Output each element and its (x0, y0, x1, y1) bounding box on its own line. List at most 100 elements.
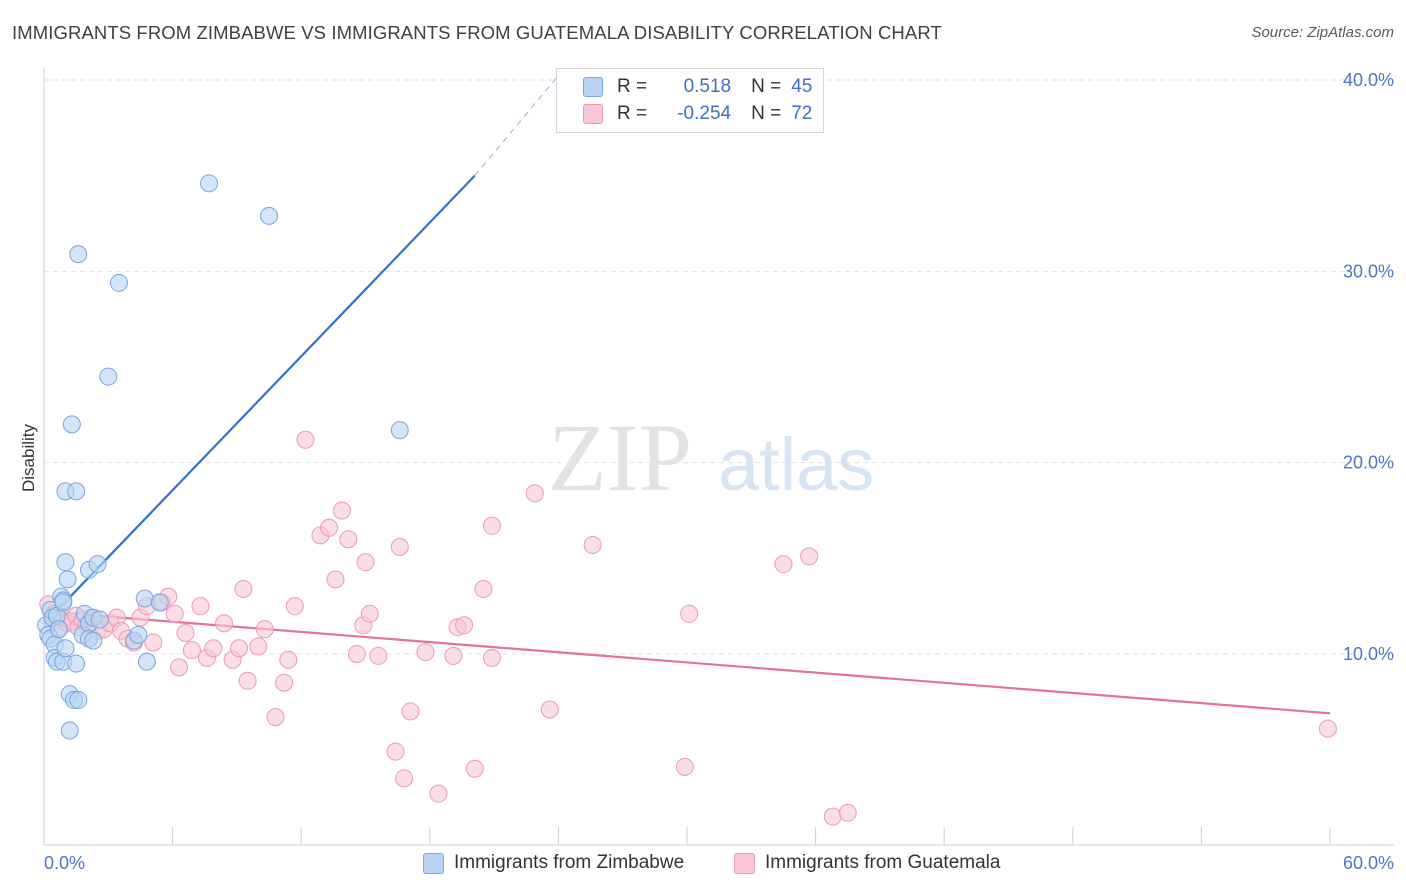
zimbabwe-point (54, 593, 73, 612)
y-tick-label: 10.0% (1343, 644, 1394, 664)
zimbabwe-r-label: R = (617, 76, 648, 97)
guatemala-point (369, 646, 388, 665)
axes (43, 68, 1394, 846)
zimbabwe-n-value: 45 (791, 76, 813, 97)
bottom-legend-zimbabwe: Immigrants from Zimbabwe (423, 852, 684, 874)
guatemala-point (482, 648, 501, 667)
zimbabwe-point (56, 553, 75, 572)
zimbabwe-r-value: 0.518 (683, 76, 732, 97)
y-axis-label: Disability (19, 423, 38, 492)
guatemala-point (204, 639, 223, 658)
guatemala-point (170, 658, 189, 677)
x-tick-label: 60.0% (1343, 853, 1394, 873)
zimbabwe-point (69, 690, 88, 709)
zimbabwe-point (200, 174, 219, 193)
zimbabwe-trend-extension (474, 70, 564, 177)
zimbabwe-point (390, 421, 409, 440)
bottom-guatemala-label: Immigrants from Guatemala (765, 852, 1001, 873)
zimbabwe-point (90, 610, 109, 629)
zimbabwe-point (50, 620, 69, 639)
zimbabwe-point (56, 639, 75, 658)
zimbabwe-point (67, 654, 86, 673)
zimbabwe-point (58, 570, 77, 589)
guatemala-point (238, 671, 257, 690)
guatemala-point (182, 641, 201, 660)
guatemala-point (474, 579, 493, 598)
zimbabwe-point (110, 273, 129, 292)
guatemala-point (838, 803, 857, 822)
guatemala-swatch (583, 104, 603, 124)
guatemala-point (429, 784, 448, 803)
zimbabwe-point (69, 245, 88, 264)
correlation-legend: R = 0.518 N = 45 R = -0.254 N = 72 (556, 68, 824, 133)
y-tick-label: 30.0% (1343, 261, 1394, 281)
guatemala-n-value: 72 (791, 103, 813, 124)
y-tick-label: 20.0% (1343, 453, 1394, 473)
zimbabwe-point (62, 415, 81, 434)
legend-row-guatemala: R = -0.254 N = 72 (583, 101, 812, 127)
guatemala-r-label: R = (617, 103, 648, 124)
zimbabwe-trend-line (47, 174, 476, 621)
guatemala-point (583, 535, 602, 554)
guatemala-point (332, 501, 351, 520)
guatemala-point (347, 645, 366, 663)
zimbabwe-point (84, 631, 103, 650)
guatemala-point (176, 623, 195, 642)
guatemala-point (144, 633, 163, 652)
zimbabwe-point (129, 625, 148, 644)
legend-row-zimbabwe: R = 0.518 N = 45 (583, 74, 812, 100)
guatemala-point (482, 516, 501, 535)
guatemala-point (395, 769, 414, 788)
watermark-zip: ZIP (548, 404, 692, 511)
guatemala-point (191, 597, 210, 616)
x-tick-label: 0.0% (44, 853, 85, 873)
zimbabwe-point (88, 555, 107, 574)
guatemala-point (540, 700, 559, 719)
guatemala-r-value: -0.254 (677, 103, 732, 124)
guatemala-point (266, 708, 285, 727)
guatemala-point (800, 547, 819, 566)
zimbabwe-point (135, 589, 154, 608)
guatemala-point (275, 673, 294, 692)
guatemala-point (296, 430, 315, 449)
guatemala-point (165, 604, 184, 623)
bottom-zimbabwe-label: Immigrants from Zimbabwe (454, 852, 685, 873)
guatemala-point (525, 484, 544, 503)
tick-labels: 10.0% 20.0% 30.0% 40.0% 0.0% 60.0% (44, 70, 1394, 873)
guatemala-point (444, 646, 463, 665)
zimbabwe-swatch (583, 77, 603, 97)
bottom-zimbabwe-swatch (423, 852, 444, 874)
guatemala-point (215, 614, 234, 633)
guatemala-point (234, 579, 253, 598)
guatemala-point (680, 604, 699, 623)
zimbabwe-point (260, 206, 279, 225)
chart-title: IMMIGRANTS FROM ZIMBABWE VS IMMIGRANTS F… (12, 22, 942, 43)
source-credit: Source: ZipAtlas.com (1251, 24, 1394, 41)
zimbabwe-point (150, 593, 169, 612)
guatemala-point (360, 604, 379, 623)
y-tick-label: 40.0% (1343, 70, 1394, 90)
guatemala-point (675, 757, 694, 776)
guatemala-point (249, 637, 268, 656)
bottom-guatemala-swatch (734, 852, 755, 874)
zimbabwe-point (137, 652, 156, 671)
guatemala-point (465, 759, 484, 778)
grid-lines (44, 79, 1394, 655)
guatemala-point (416, 643, 435, 662)
guatemala-point (339, 530, 358, 549)
guatemala-point (255, 620, 274, 639)
guatemala-point (401, 702, 420, 721)
guatemala-point (823, 807, 842, 826)
zimbabwe-n-label: N = (751, 76, 782, 97)
guatemala-point (774, 555, 793, 574)
guatemala-point (356, 553, 375, 572)
bottom-legend-guatemala: Immigrants from Guatemala (734, 852, 1000, 874)
zimbabwe-point (67, 482, 86, 501)
watermark-atlas: atlas (718, 423, 874, 506)
guatemala-point (230, 639, 249, 658)
guatemala-point (386, 742, 405, 761)
guatemala-point (320, 518, 339, 537)
guatemala-point (285, 597, 304, 616)
zimbabwe-point (99, 367, 118, 386)
